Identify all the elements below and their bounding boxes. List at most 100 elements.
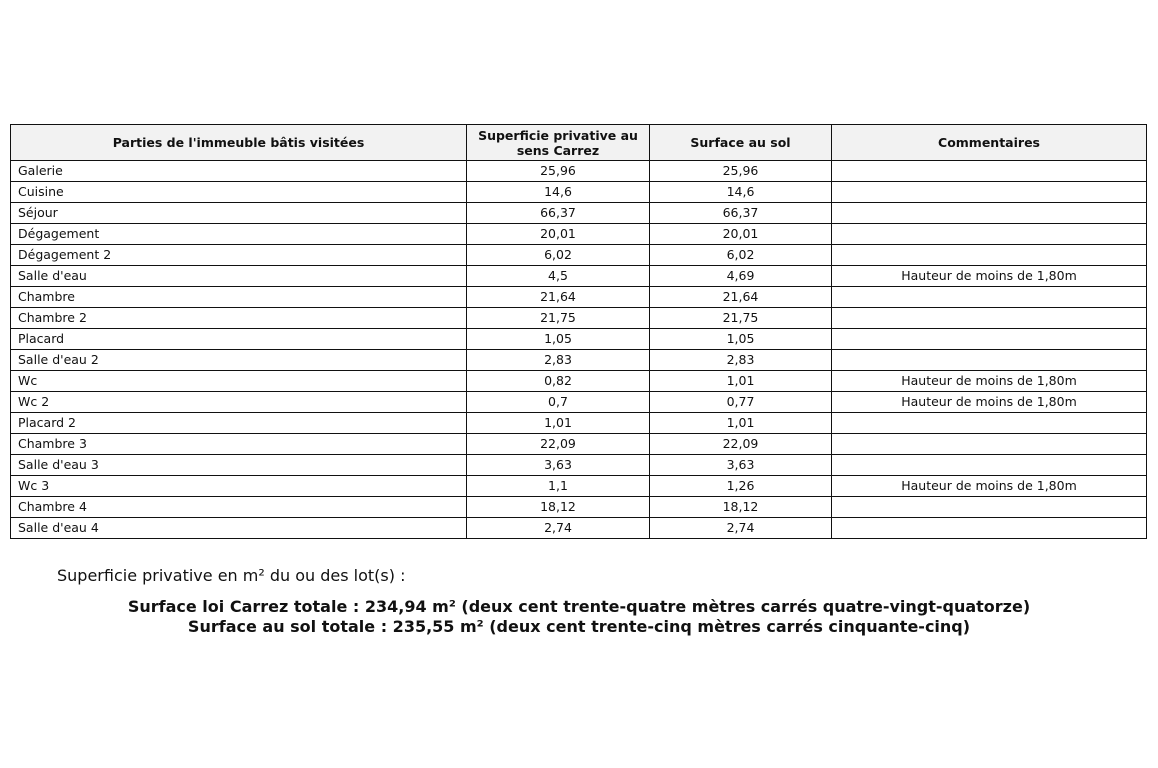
- comment: [831, 160, 1147, 182]
- carrez-value: 1,01: [466, 412, 650, 434]
- sol-value: 20,01: [649, 223, 832, 245]
- room-name: Chambre 3: [10, 433, 467, 455]
- header-parties: Parties de l'immeuble bâtis visitées: [10, 124, 467, 161]
- carrez-value: 20,01: [466, 223, 650, 245]
- sol-value: 21,64: [649, 286, 832, 308]
- carrez-value: 6,02: [466, 244, 650, 266]
- table-row: Wc 2 0,7 0,77 Hauteur de moins de 1,80m: [10, 391, 1147, 413]
- sol-value: 25,96: [649, 160, 832, 182]
- comment: [831, 349, 1147, 371]
- table-row: Placard 2 1,01 1,01: [10, 412, 1147, 434]
- table-header-row: Parties de l'immeuble bâtis visitées Sup…: [10, 124, 1147, 161]
- sol-value: 14,6: [649, 181, 832, 203]
- comment: [831, 517, 1147, 539]
- room-name: Wc: [10, 370, 467, 392]
- sol-value: 1,01: [649, 370, 832, 392]
- table-row: Chambre 2 21,75 21,75: [10, 307, 1147, 329]
- table-row: Galerie 25,96 25,96: [10, 160, 1147, 182]
- comment: [831, 244, 1147, 266]
- comment: [831, 181, 1147, 203]
- sol-value: 1,05: [649, 328, 832, 350]
- sol-value: 6,02: [649, 244, 832, 266]
- table-row: Placard 1,05 1,05: [10, 328, 1147, 350]
- comment: Hauteur de moins de 1,80m: [831, 475, 1147, 497]
- carrez-value: 1,1: [466, 475, 650, 497]
- sol-value: 4,69: [649, 265, 832, 287]
- room-name: Dégagement: [10, 223, 467, 245]
- table-row: Cuisine 14,6 14,6: [10, 181, 1147, 203]
- carrez-value: 4,5: [466, 265, 650, 287]
- sol-value: 66,37: [649, 202, 832, 224]
- carrez-value: 18,12: [466, 496, 650, 518]
- carrez-value: 1,05: [466, 328, 650, 350]
- comment: [831, 412, 1147, 434]
- room-name: Salle d'eau 3: [10, 454, 467, 476]
- room-name: Galerie: [10, 160, 467, 182]
- table-row: Salle d'eau 4 2,74 2,74: [10, 517, 1147, 539]
- comment: [831, 496, 1147, 518]
- table-row: Chambre 21,64 21,64: [10, 286, 1147, 308]
- carrez-value: 14,6: [466, 181, 650, 203]
- comment: [831, 454, 1147, 476]
- carrez-value: 0,7: [466, 391, 650, 413]
- table-row: Salle d'eau 2 2,83 2,83: [10, 349, 1147, 371]
- carrez-value: 66,37: [466, 202, 650, 224]
- comment: [831, 286, 1147, 308]
- room-name: Chambre 4: [10, 496, 467, 518]
- sol-total: Surface au sol totale : 235,55 m² (deux …: [187, 617, 971, 636]
- carrez-value: 22,09: [466, 433, 650, 455]
- sol-value: 18,12: [649, 496, 832, 518]
- comment: Hauteur de moins de 1,80m: [831, 265, 1147, 287]
- sol-value: 21,75: [649, 307, 832, 329]
- table-row: Wc 3 1,1 1,26 Hauteur de moins de 1,80m: [10, 475, 1147, 497]
- comment: [831, 433, 1147, 455]
- table-row: Chambre 3 22,09 22,09: [10, 433, 1147, 455]
- totals-block: Surface loi Carrez totale : 234,94 m² (d…: [0, 597, 1158, 637]
- comment: [831, 202, 1147, 224]
- sol-value: 0,77: [649, 391, 832, 413]
- room-name: Salle d'eau: [10, 265, 467, 287]
- room-name: Dégagement 2: [10, 244, 467, 266]
- carrez-total: Surface loi Carrez totale : 234,94 m² (d…: [127, 597, 1031, 616]
- sol-value: 2,83: [649, 349, 832, 371]
- carrez-value: 21,64: [466, 286, 650, 308]
- carrez-value: 21,75: [466, 307, 650, 329]
- room-name: Chambre 2: [10, 307, 467, 329]
- sol-value: 1,26: [649, 475, 832, 497]
- room-name: Cuisine: [10, 181, 467, 203]
- comment: [831, 223, 1147, 245]
- surface-table: Parties de l'immeuble bâtis visitées Sup…: [10, 124, 1147, 539]
- carrez-value: 2,83: [466, 349, 650, 371]
- comment: Hauteur de moins de 1,80m: [831, 391, 1147, 413]
- comment: [831, 328, 1147, 350]
- room-name: Placard: [10, 328, 467, 350]
- room-name: Salle d'eau 2: [10, 349, 467, 371]
- table-row: Salle d'eau 3 3,63 3,63: [10, 454, 1147, 476]
- carrez-value: 0,82: [466, 370, 650, 392]
- summary-intro: Superficie privative en m² du ou des lot…: [57, 566, 406, 585]
- carrez-value: 3,63: [466, 454, 650, 476]
- carrez-value: 2,74: [466, 517, 650, 539]
- table-row: Chambre 4 18,12 18,12: [10, 496, 1147, 518]
- comment: [831, 307, 1147, 329]
- sol-value: 2,74: [649, 517, 832, 539]
- room-name: Salle d'eau 4: [10, 517, 467, 539]
- header-commentaires: Commentaires: [831, 124, 1147, 161]
- comment: Hauteur de moins de 1,80m: [831, 370, 1147, 392]
- table-row: Wc 0,82 1,01 Hauteur de moins de 1,80m: [10, 370, 1147, 392]
- header-sol: Surface au sol: [649, 124, 832, 161]
- room-name: Wc 2: [10, 391, 467, 413]
- room-name: Chambre: [10, 286, 467, 308]
- room-name: Séjour: [10, 202, 467, 224]
- room-name: Placard 2: [10, 412, 467, 434]
- sol-value: 1,01: [649, 412, 832, 434]
- table-row: Dégagement 20,01 20,01: [10, 223, 1147, 245]
- table-row: Salle d'eau 4,5 4,69 Hauteur de moins de 1,…: [10, 265, 1147, 287]
- carrez-value: 25,96: [466, 160, 650, 182]
- sol-value: 22,09: [649, 433, 832, 455]
- table-row: Dégagement 2 6,02 6,02: [10, 244, 1147, 266]
- header-carrez: Superficie privative au sens Carrez: [466, 124, 650, 161]
- room-name: Wc 3: [10, 475, 467, 497]
- table-row: Séjour 66,37 66,37: [10, 202, 1147, 224]
- sol-value: 3,63: [649, 454, 832, 476]
